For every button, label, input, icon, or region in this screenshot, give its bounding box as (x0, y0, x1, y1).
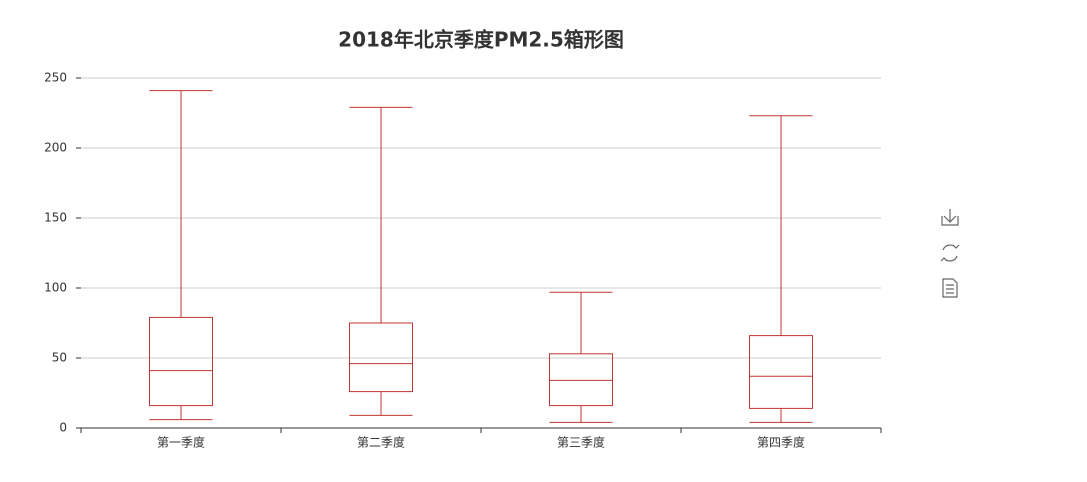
box (349, 322, 413, 393)
save-image-button[interactable] (941, 209, 959, 226)
y-tick-label: 150 (44, 211, 67, 225)
x-tick-label: 第一季度 (157, 435, 205, 450)
y-tick-label: 100 (44, 281, 67, 295)
x-tick-label: 第四季度 (757, 435, 805, 450)
data-view-button[interactable] (942, 278, 958, 298)
y-tick-label: 0 (59, 421, 67, 435)
box (549, 353, 613, 407)
toolbox (940, 209, 960, 298)
box (149, 316, 213, 407)
y-tick-label: 50 (52, 351, 67, 365)
box (749, 335, 813, 409)
y-tick-label: 250 (44, 71, 67, 85)
y-tick-label: 200 (44, 141, 67, 155)
x-tick-label: 第二季度 (357, 435, 405, 450)
chart-title: 2018年北京季度PM2.5箱形图 (338, 28, 624, 52)
x-tick-label: 第三季度 (557, 435, 605, 450)
restore-button[interactable] (940, 244, 960, 262)
